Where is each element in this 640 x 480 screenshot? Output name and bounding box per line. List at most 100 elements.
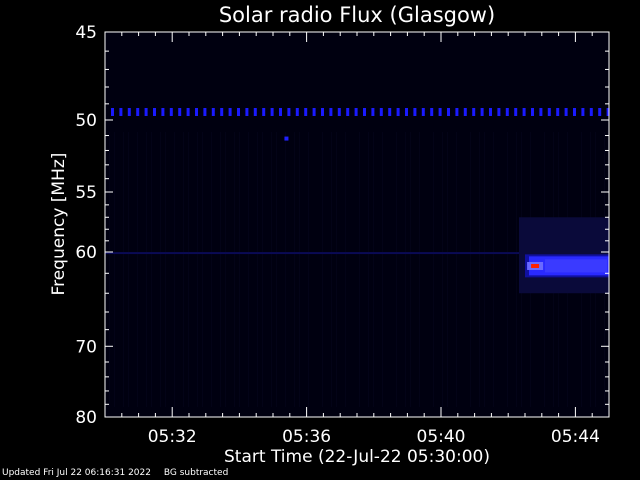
interference-dash — [203, 108, 207, 116]
interference-dash — [211, 108, 215, 116]
background-stripe — [160, 132, 161, 407]
background-stripe — [308, 132, 309, 407]
interference-dash — [396, 108, 400, 116]
background-stripe — [382, 132, 383, 407]
interference-dash — [111, 108, 114, 116]
background-stripe — [419, 132, 420, 407]
y-axis: 45 50 55 60 70 80 — [75, 23, 609, 428]
hot-spot — [531, 263, 540, 268]
interference-dash — [337, 108, 341, 116]
background-stripe — [285, 132, 286, 407]
interference-dash — [253, 108, 257, 116]
x-axis: 05:32 05:36 05:40 05:44 — [121, 32, 600, 447]
background-stripe — [174, 132, 175, 407]
background-stripe — [257, 132, 258, 407]
background-stripe — [294, 132, 295, 407]
background-stripe — [447, 132, 448, 407]
interference-dash — [363, 108, 366, 116]
interference-dash — [463, 108, 467, 116]
background-stripe — [405, 132, 406, 407]
interference-dash — [371, 108, 375, 116]
background-stripe — [470, 132, 471, 407]
interference-dash — [270, 108, 274, 116]
faint-line — [105, 252, 525, 255]
interference-dash — [447, 108, 450, 116]
processing-note: BG subtracted — [163, 468, 229, 478]
interference-dash — [480, 108, 484, 116]
background-stripe — [146, 132, 147, 407]
background-stripe — [109, 132, 110, 407]
interference-dash — [497, 108, 501, 116]
x-axis-label: Start Time (22-Jul-22 05:30:00) — [224, 447, 490, 467]
burst-core — [545, 259, 607, 273]
interference-dash — [245, 108, 249, 116]
interference-dash — [178, 108, 182, 116]
x-tick-label: 05:44 — [551, 427, 600, 447]
interference-dash — [438, 108, 442, 116]
background-stripe — [359, 132, 360, 407]
interference-dash — [606, 108, 610, 116]
interference-dash — [321, 108, 324, 116]
x-tick-label: 05:36 — [282, 427, 331, 447]
background-stripe — [456, 132, 457, 407]
background-stripe — [248, 132, 249, 407]
background-stripe — [331, 132, 332, 407]
interference-dash — [514, 108, 518, 116]
background-stripe — [493, 132, 494, 407]
background-stripe — [220, 132, 221, 407]
interference-dash — [136, 108, 140, 116]
background-stripe — [211, 132, 212, 407]
y-tick-label: 50 — [75, 111, 97, 131]
interference-dash — [598, 108, 602, 116]
interference-dash — [573, 108, 576, 116]
signal-dot — [284, 136, 289, 141]
interference-dash — [581, 108, 585, 116]
interference-dash — [220, 108, 224, 116]
interference-dash — [388, 108, 392, 116]
background-stripe — [225, 132, 226, 407]
background-stripe — [188, 132, 189, 407]
interference-dash — [169, 108, 173, 116]
interference-dash — [287, 108, 291, 116]
background-stripe — [114, 132, 115, 407]
background-stripe — [373, 132, 374, 407]
interference-dash — [354, 108, 358, 116]
background-stripe — [276, 132, 277, 407]
interference-dash — [161, 108, 165, 116]
interference-dash — [119, 108, 123, 116]
y-tick-label: 70 — [75, 337, 97, 357]
background-stripe — [322, 132, 323, 407]
background-stripe — [479, 132, 480, 407]
background-stripe — [239, 132, 240, 407]
background-stripe — [516, 132, 517, 407]
background-stripe — [151, 132, 152, 407]
interference-dash — [531, 108, 534, 116]
background-stripe — [137, 132, 138, 407]
interference-dash — [472, 108, 476, 116]
footer: Updated Fri Jul 22 06:16:31 2022 BG subt… — [2, 468, 238, 478]
interference-dash — [556, 108, 560, 116]
background-stripe — [410, 132, 411, 407]
background-stripe — [202, 132, 203, 407]
background-stripe — [396, 132, 397, 407]
background-stripe — [234, 132, 235, 407]
interference-dash — [379, 108, 383, 116]
interference-dash — [186, 108, 190, 116]
interference-dash — [279, 108, 282, 116]
updated-timestamp: Updated Fri Jul 22 06:16:31 2022 — [2, 468, 151, 478]
background-stripe — [507, 132, 508, 407]
y-tick-label: 45 — [75, 23, 97, 43]
interference-dash — [455, 108, 459, 116]
x-tick-label: 05:40 — [417, 427, 466, 447]
background-stripe — [433, 132, 434, 407]
background-stripe — [345, 132, 346, 407]
interference-dash — [144, 108, 148, 116]
interference-dash — [430, 108, 434, 116]
interference-dash — [421, 108, 425, 116]
y-axis-label: Frequency [MHz] — [49, 153, 69, 296]
interference-dash — [589, 108, 593, 116]
background-stripe — [336, 132, 337, 407]
interference-dash — [547, 108, 551, 116]
background-stripe — [165, 132, 166, 407]
